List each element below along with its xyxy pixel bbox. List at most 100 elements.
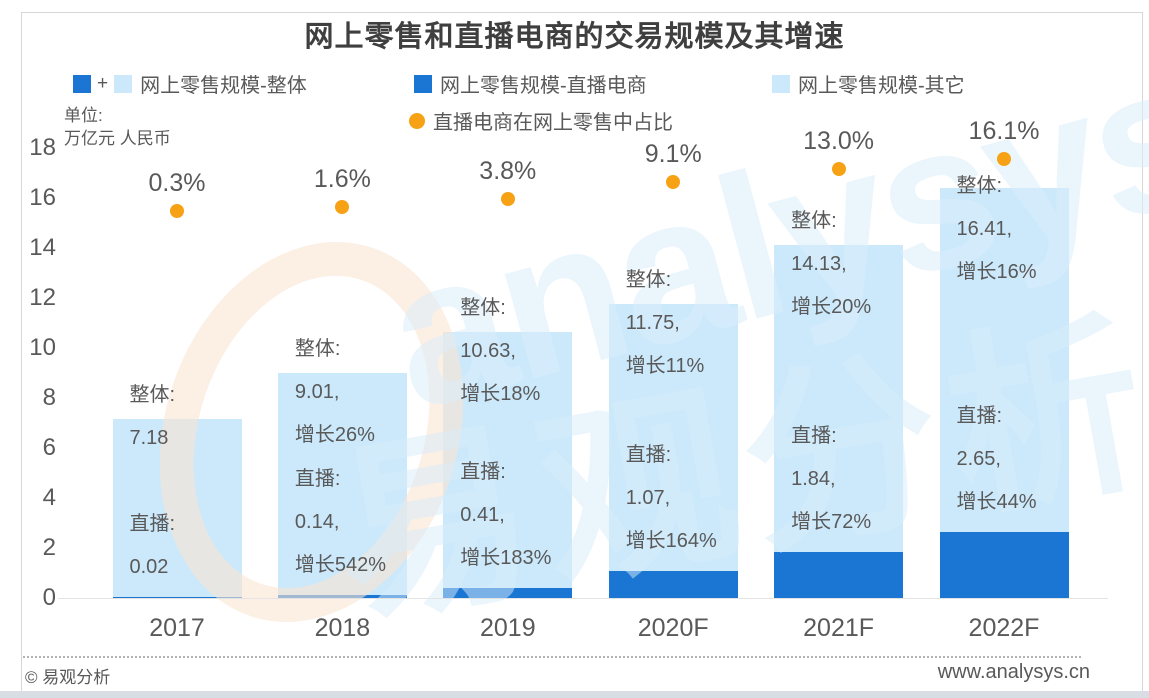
annotation-total-2020F-line1: 11.75, — [625, 312, 680, 335]
annotation-live-2021F-line2: 增长72% — [791, 511, 872, 533]
bar-2019-live — [443, 587, 573, 598]
legend-item-other: 网上零售规模-其它 — [772, 69, 965, 98]
annotation-live-2018-line0: 直播: — [294, 467, 341, 490]
chart-title: 网上零售和直播电商的交易规模及其增速 — [304, 21, 845, 53]
legend-item-live: 网上零售规模-直播电商 — [414, 69, 647, 98]
annotation-live-2018-line1: 0.14, — [294, 510, 340, 533]
bar-2021F-live — [774, 552, 904, 598]
live-swatch-icon — [414, 74, 432, 93]
share-dot-2021F — [831, 162, 846, 177]
annotation-total-2022F-line1: 16.41, — [956, 217, 1013, 240]
bar-2020F-other — [608, 304, 738, 598]
annotation-live-2019-line2: 增长183% — [460, 546, 552, 569]
bar-2021F-other — [774, 244, 904, 598]
overall-dark-swatch-icon — [73, 74, 91, 93]
x-tick-2020F: 2020F — [637, 614, 709, 642]
share-label-2021F: 13.0% — [803, 127, 875, 156]
unit-label: 单位: 万亿元 人民币 — [64, 104, 171, 150]
annotation-total-2022F-line2: 增长16% — [956, 260, 1037, 283]
annotation-total-2021F-line1: 14.13, — [791, 252, 847, 275]
annotation-total-2022F-line0: 整体: — [956, 174, 1003, 197]
share-label-2018: 1.6% — [313, 164, 371, 193]
share-dot-2019 — [500, 192, 515, 207]
annotation-total-2020F-line0: 整体: — [625, 269, 672, 292]
annotation-live-2021F-line1: 1.84, — [791, 468, 836, 490]
annotation-total-2020F-line2: 增长11% — [625, 355, 705, 378]
annotation-live-2022F-line2: 增长44% — [956, 490, 1037, 513]
y-tick-14: 14 — [29, 234, 56, 261]
share-label-2022F: 16.1% — [968, 116, 1040, 145]
bar-2020F-live — [608, 571, 738, 598]
x-tick-2022F: 2022F — [968, 614, 1040, 642]
annotation-total-2021F-line0: 整体: — [791, 209, 837, 232]
other-swatch-icon — [772, 74, 790, 93]
annotation-total-2019-line0: 整体: — [460, 297, 506, 320]
annotation-live-2020F-line1: 1.07, — [625, 487, 671, 510]
share-dot-2017 — [170, 204, 184, 218]
bar-2022F-other — [939, 187, 1069, 598]
y-tick-0: 0 — [42, 584, 56, 611]
x-axis-baseline — [58, 598, 1108, 599]
x-tick-2021F: 2021F — [803, 614, 875, 642]
annotation-total-2017-line0: 整体: — [129, 383, 176, 406]
legend-label-other: 网上零售规模-其它 — [798, 75, 965, 97]
share-label-2020F: 9.1% — [644, 139, 702, 168]
bar-2017-live — [112, 597, 242, 598]
bottom-strip — [0, 691, 1149, 698]
share-label-2019: 3.8% — [479, 157, 537, 186]
y-tick-2: 2 — [42, 534, 56, 561]
plus-sign: + — [97, 72, 109, 94]
share-dot-2020F — [666, 174, 681, 189]
unit-line1: 单位: — [64, 106, 103, 125]
annotation-total-2018-line1: 9.01, — [294, 380, 340, 403]
share-dot-2018 — [335, 199, 350, 214]
y-tick-10: 10 — [29, 334, 56, 361]
x-tick-2017: 2017 — [149, 614, 205, 642]
annotation-live-2021F-line0: 直播: — [791, 425, 837, 447]
annotation-total-2019-line1: 10.63, — [460, 340, 516, 363]
x-tick-2019: 2019 — [479, 614, 536, 642]
y-tick-12: 12 — [29, 284, 56, 311]
footer-copyright: © 易观分析 — [25, 668, 111, 687]
share-dot-icon — [409, 112, 425, 129]
share-label-2017: 0.3% — [148, 169, 206, 197]
annotation-live-2017-line1: 0.02 — [129, 556, 169, 578]
legend-label-live: 网上零售规模-直播电商 — [440, 75, 647, 97]
share-dot-2022F — [997, 151, 1011, 166]
overall-light-swatch-icon — [114, 74, 133, 93]
annotation-live-2019-line1: 0.41, — [460, 503, 505, 526]
y-tick-18: 18 — [29, 134, 56, 161]
legend-item-overall: + 网上零售规模-整体 — [73, 69, 307, 98]
annotation-live-2019-line0: 直播: — [460, 460, 506, 483]
bar-2022F-live — [939, 531, 1069, 598]
footer-website: www.analysys.cn — [937, 661, 1090, 683]
legend-item-share: 直播电商在网上零售中占比 — [409, 106, 673, 135]
unit-line2: 万亿元 人民币 — [64, 129, 171, 148]
annotation-live-2022F-line1: 2.65, — [956, 447, 1001, 470]
bar-2018-other — [277, 372, 407, 598]
footer-divider — [23, 656, 1081, 658]
bar-2019-other — [443, 332, 573, 598]
annotation-live-2017-line0: 直播: — [129, 513, 176, 535]
annotation-total-2019-line2: 增长18% — [460, 383, 541, 406]
legend-label-share: 直播电商在网上零售中占比 — [433, 112, 673, 134]
x-tick-2018: 2018 — [314, 614, 371, 642]
legend-label-overall: 网上零售规模-整体 — [140, 75, 307, 97]
y-tick-4: 4 — [42, 484, 56, 511]
bar-2017-other — [112, 418, 242, 598]
annotation-live-2018-line2: 增长542% — [294, 553, 387, 576]
y-tick-6: 6 — [42, 434, 56, 461]
annotation-total-2018-line0: 整体: — [294, 337, 341, 360]
bar-2018-live — [277, 594, 407, 598]
y-tick-8: 8 — [42, 384, 56, 411]
y-tick-16: 16 — [29, 184, 56, 211]
annotation-live-2020F-line2: 增长164% — [625, 530, 717, 553]
annotation-live-2020F-line0: 直播: — [625, 444, 672, 467]
annotation-total-2017-line1: 7.18 — [129, 426, 169, 449]
annotation-total-2021F-line2: 增长20% — [791, 295, 872, 318]
annotation-total-2018-line2: 增长26% — [294, 423, 375, 446]
annotation-live-2022F-line0: 直播: — [956, 404, 1003, 427]
